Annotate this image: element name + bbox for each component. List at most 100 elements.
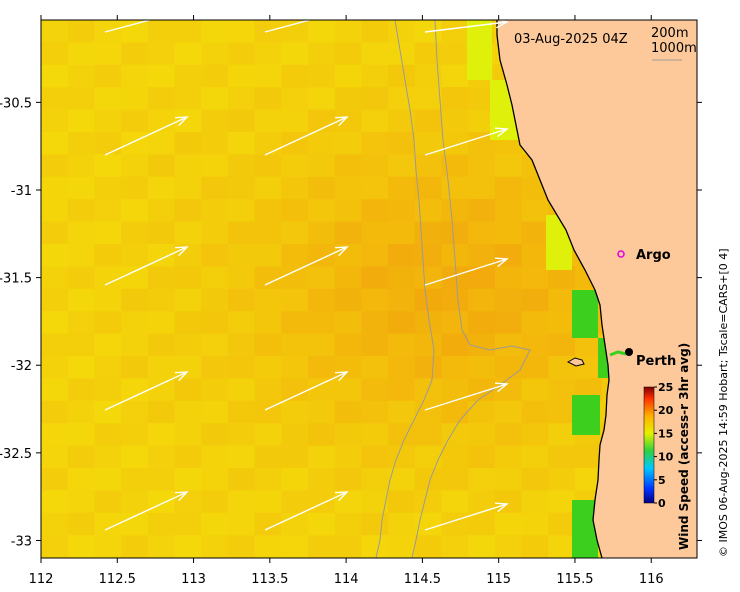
field-cell — [308, 378, 336, 402]
field-cell — [41, 400, 69, 424]
field-cell — [361, 109, 389, 133]
field-cell — [41, 535, 69, 558]
field-cell — [201, 221, 229, 245]
colorbar-tick-label: 25 — [658, 381, 673, 394]
field-cell — [468, 445, 496, 469]
colorbar-tick-label: 15 — [658, 427, 673, 440]
field-cell — [227, 423, 256, 447]
y-tick-label: -30.5 — [0, 96, 32, 111]
field-cell — [388, 244, 416, 267]
field-cell — [414, 333, 443, 357]
field-cell — [174, 400, 202, 424]
field-cell — [468, 132, 496, 155]
field-cell — [174, 535, 202, 558]
field-cell — [494, 535, 523, 558]
field-cell — [281, 109, 309, 133]
field-cell — [441, 20, 469, 43]
field-cell — [334, 20, 362, 43]
field-cell — [281, 87, 309, 111]
field-cell — [94, 176, 122, 200]
field-cell — [361, 176, 389, 200]
field-cell — [548, 266, 576, 290]
field-cell — [67, 468, 95, 491]
field-cell — [414, 221, 443, 245]
field-cell — [468, 154, 496, 178]
field-cell — [441, 356, 469, 379]
field-cell — [201, 445, 229, 469]
field-cell — [121, 535, 149, 558]
colorbar-tick-label: 5 — [658, 474, 666, 487]
isobath-1000m — [375, 20, 435, 558]
field-cell — [94, 378, 122, 402]
field-cell — [308, 356, 336, 379]
field-cell — [414, 445, 443, 469]
field-cell — [361, 20, 389, 43]
field-cell — [227, 378, 256, 402]
field-cell — [281, 221, 309, 245]
field-cell — [441, 221, 469, 245]
field-cell — [308, 423, 336, 447]
field-cell — [361, 221, 389, 245]
field-cell — [281, 535, 309, 558]
field-cell — [388, 378, 416, 402]
field-cell — [281, 490, 309, 514]
field-cell — [548, 288, 576, 312]
field-cell — [174, 445, 202, 469]
isobath-200m — [411, 20, 531, 558]
field-cell — [67, 20, 95, 43]
field-cell — [388, 468, 416, 491]
field-cell — [254, 132, 282, 155]
field-cell — [468, 535, 496, 558]
field-cell — [494, 400, 523, 424]
field-cell — [121, 132, 149, 155]
field-cell — [121, 109, 149, 133]
field-cell — [147, 64, 176, 88]
wind-arrow — [104, 371, 189, 411]
field-cell — [41, 221, 69, 245]
field-cell — [334, 512, 362, 536]
field-cell — [121, 199, 149, 223]
field-cell — [94, 311, 122, 335]
field-cell — [441, 288, 469, 312]
field-cell — [494, 356, 523, 379]
field-cell — [388, 154, 416, 178]
field-cell — [575, 333, 603, 357]
field-cell — [174, 154, 202, 178]
field-cell — [361, 87, 389, 111]
field-cell — [521, 512, 549, 536]
field-cell — [441, 378, 469, 402]
field-cell — [147, 512, 176, 536]
field-cell — [201, 288, 229, 312]
field-cell — [361, 490, 389, 514]
field-cell — [361, 512, 389, 536]
field-cell — [227, 20, 256, 43]
wind-arrow — [104, 246, 189, 286]
field-cell — [414, 468, 443, 491]
colorbar-tick-label: 20 — [658, 404, 674, 417]
x-tick-label: 115.5 — [556, 572, 593, 587]
field-cell — [67, 535, 95, 558]
field-cell — [361, 288, 389, 312]
field-cell — [334, 154, 362, 178]
field-cell — [254, 378, 282, 402]
field-cell — [468, 490, 496, 514]
wind-arrow — [104, 116, 189, 156]
field-cell — [227, 154, 256, 178]
field-cell — [94, 42, 122, 66]
field-cell — [147, 378, 176, 402]
field-cell — [147, 423, 176, 447]
field-cell — [201, 490, 229, 514]
field-cell — [201, 356, 229, 379]
coastal-high-wind-cell — [572, 395, 600, 435]
field-cell — [121, 378, 149, 402]
field-cell — [441, 266, 469, 290]
field-cell — [334, 333, 362, 357]
field-cell — [147, 266, 176, 290]
field-cell — [334, 266, 362, 290]
field-cell — [94, 445, 122, 469]
field-cell — [227, 468, 256, 491]
field-cell — [147, 42, 176, 66]
field-cell — [254, 221, 282, 245]
field-cell — [308, 333, 336, 357]
field-cell — [441, 311, 469, 335]
